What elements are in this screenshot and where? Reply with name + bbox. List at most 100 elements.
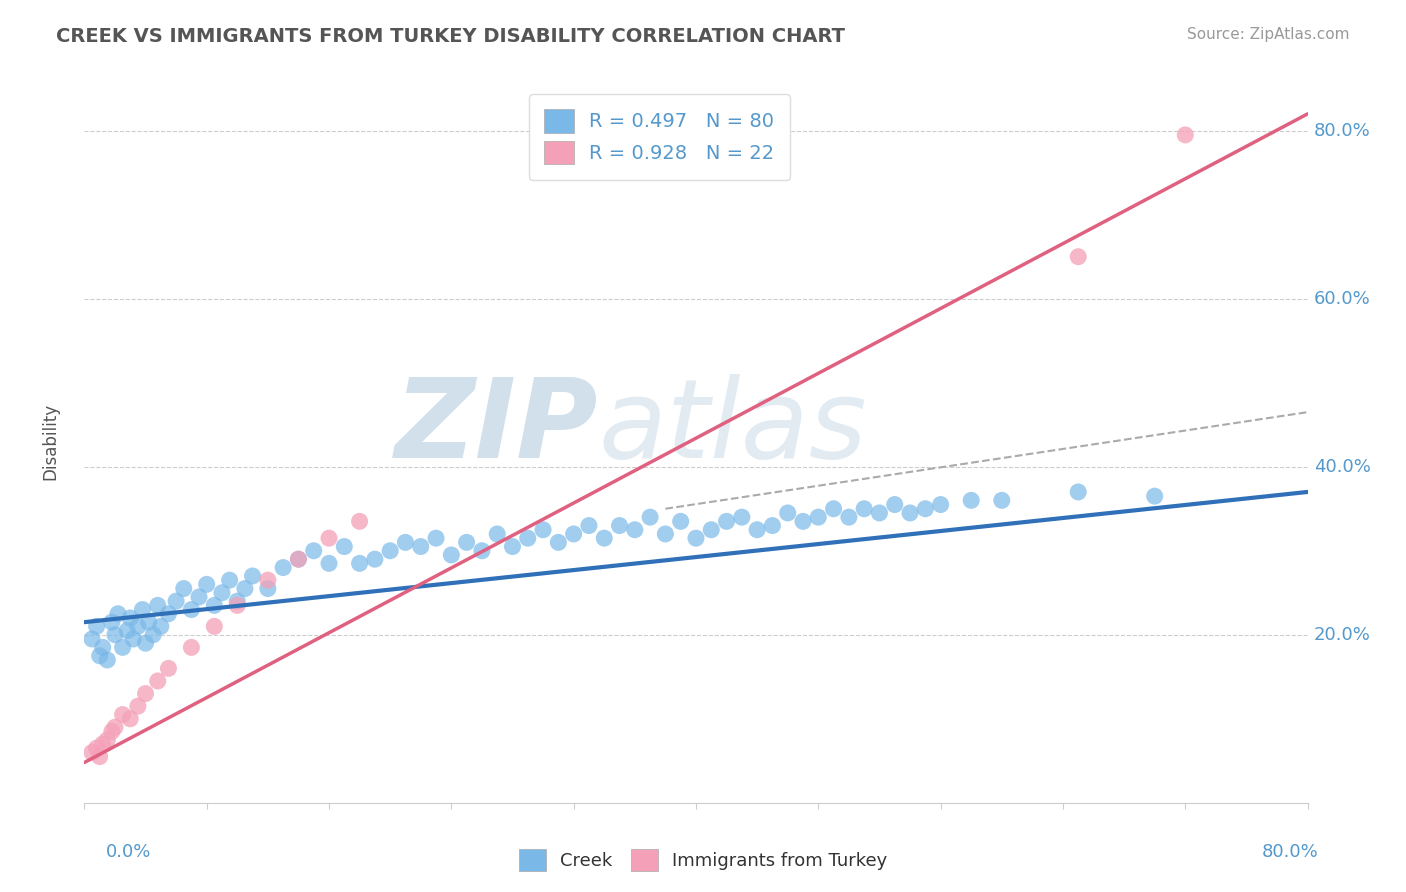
Point [531, 523, 554, 537]
Point [146, 599, 169, 613]
Point [211, 586, 233, 600]
Point [1067, 485, 1090, 500]
Point [157, 661, 180, 675]
Point [188, 590, 211, 604]
Point [609, 518, 631, 533]
Text: Source: ZipAtlas.com: Source: ZipAtlas.com [1187, 27, 1350, 42]
Text: 0.0%: 0.0% [105, 843, 150, 861]
Point [685, 531, 707, 545]
Point [349, 557, 371, 571]
Point [287, 552, 309, 566]
Point [226, 594, 249, 608]
Point [349, 514, 371, 528]
Point [440, 548, 463, 562]
Point [409, 540, 432, 554]
Point [516, 531, 538, 545]
Point [180, 602, 202, 616]
Point [486, 527, 509, 541]
Point [761, 518, 783, 533]
Point [456, 535, 478, 549]
Text: 60.0%: 60.0% [1313, 290, 1371, 308]
Point [1143, 489, 1166, 503]
Point [242, 569, 264, 583]
Point [502, 540, 524, 554]
Point [111, 707, 134, 722]
Point [173, 582, 195, 596]
Point [562, 527, 585, 541]
Point [101, 615, 124, 630]
Point [127, 619, 149, 633]
Text: CREEK VS IMMIGRANTS FROM TURKEY DISABILITY CORRELATION CHART: CREEK VS IMMIGRANTS FROM TURKEY DISABILI… [56, 27, 845, 45]
Point [233, 582, 256, 596]
Point [792, 514, 814, 528]
Point [257, 573, 280, 587]
Point [638, 510, 661, 524]
Point [120, 712, 142, 726]
Point [120, 611, 142, 625]
Point [127, 699, 149, 714]
Point [138, 615, 160, 630]
Point [115, 624, 138, 638]
Text: atlas: atlas [598, 374, 866, 481]
Legend: R = 0.497   N = 80, R = 0.928   N = 22: R = 0.497 N = 80, R = 0.928 N = 22 [529, 94, 790, 180]
Point [122, 632, 145, 646]
Point [624, 523, 647, 537]
Point [226, 599, 249, 613]
Text: 80.0%: 80.0% [1313, 121, 1371, 140]
Text: ZIP: ZIP [395, 374, 598, 481]
Point [165, 594, 187, 608]
Point [89, 749, 111, 764]
Point [593, 531, 616, 545]
Point [700, 523, 723, 537]
Point [107, 607, 129, 621]
Point [101, 724, 124, 739]
Point [96, 653, 118, 667]
Point [380, 543, 402, 558]
Point [202, 599, 225, 613]
Point [731, 510, 754, 524]
Text: Disability: Disability [41, 403, 59, 480]
Point [838, 510, 860, 524]
Point [425, 531, 447, 545]
Point [89, 648, 111, 663]
Point [654, 527, 676, 541]
Point [257, 582, 280, 596]
Point [929, 498, 952, 512]
Point [149, 619, 172, 633]
Point [180, 640, 202, 655]
Point [991, 493, 1014, 508]
Text: 80.0%: 80.0% [1263, 843, 1319, 861]
Point [111, 640, 134, 655]
Point [394, 535, 416, 549]
Point [960, 493, 983, 508]
Point [86, 619, 108, 633]
Point [776, 506, 799, 520]
Point [716, 514, 738, 528]
Point [91, 737, 114, 751]
Point [202, 619, 225, 633]
Point [80, 632, 103, 646]
Text: 20.0%: 20.0% [1313, 626, 1371, 644]
Point [135, 636, 157, 650]
Point [271, 560, 294, 574]
Point [146, 673, 169, 688]
Point [898, 506, 921, 520]
Point [218, 573, 240, 587]
Point [318, 557, 340, 571]
Point [1067, 250, 1090, 264]
Point [318, 531, 340, 545]
Point [104, 720, 127, 734]
Text: 40.0%: 40.0% [1313, 458, 1371, 475]
Point [91, 640, 114, 655]
Point [80, 745, 103, 759]
Point [131, 602, 153, 616]
Point [142, 628, 165, 642]
Point [471, 543, 494, 558]
Point [823, 501, 845, 516]
Point [195, 577, 218, 591]
Point [883, 498, 905, 512]
Point [747, 523, 769, 537]
Point [364, 552, 387, 566]
Point [135, 687, 157, 701]
Point [302, 543, 325, 558]
